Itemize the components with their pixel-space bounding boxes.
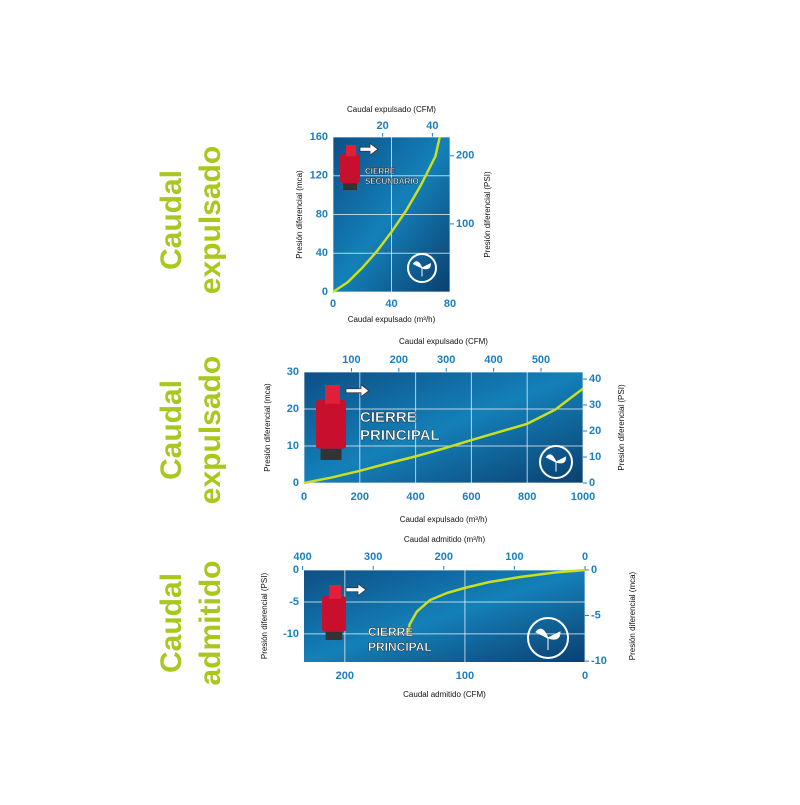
y-axis-title: Presión diferencial (mca) — [295, 170, 304, 259]
y2-tick-label: 100 — [456, 218, 474, 230]
fan-blades — [545, 454, 567, 472]
side-heading: expulsado — [194, 146, 227, 294]
x2-tick-label: 100 — [342, 354, 360, 366]
x2-tick-label: 500 — [532, 354, 550, 366]
x2-tick-label: 300 — [437, 354, 455, 366]
side-heading: Caudal — [155, 573, 188, 673]
arrow — [345, 383, 370, 398]
y-tick-label: 30 — [287, 366, 299, 378]
valve-body — [322, 596, 346, 632]
valve-top — [329, 585, 342, 599]
x-tick-label: 600 — [462, 491, 480, 503]
x-tick-label: 100 — [456, 670, 474, 682]
plot-area — [304, 570, 585, 662]
x-axis-title: Caudal expulsado (m³/h) — [348, 315, 436, 324]
y2-axis-title: Presión diferencial (PSI) — [617, 384, 626, 471]
valve-top — [325, 385, 340, 404]
y-axis-title: Presión diferencial (PSI) — [260, 573, 269, 660]
arrow — [359, 142, 379, 157]
x2-tick-label: 20 — [377, 120, 389, 132]
valve-body — [340, 154, 360, 184]
x-tick-label: 1000 — [571, 491, 595, 503]
x-tick-label: 80 — [444, 298, 456, 310]
y2-tick-label: 0 — [591, 564, 597, 576]
y2-tick-label: 200 — [456, 150, 474, 162]
y2-tick-label: -10 — [591, 655, 607, 667]
fan-icon — [539, 445, 573, 479]
x-tick-label: 200 — [351, 491, 369, 503]
x-tick-label: 800 — [518, 491, 536, 503]
y2-tick-label: 30 — [589, 399, 601, 411]
x2-tick-label: 40 — [426, 120, 438, 132]
y-tick-label: 0 — [293, 564, 299, 576]
x-tick-label: 200 — [336, 670, 354, 682]
y-tick-label: 80 — [316, 208, 328, 220]
y2-tick-label: 40 — [589, 373, 601, 385]
y-tick-label: -10 — [283, 628, 299, 640]
y-tick-label: 120 — [310, 170, 328, 182]
valve-base — [325, 631, 343, 640]
annotation: CIERRE — [368, 625, 413, 639]
annotation: CIERRE — [360, 409, 417, 426]
curve — [406, 568, 586, 636]
side-heading: expulsado — [194, 356, 227, 504]
x-axis-title: Caudal admitido (CFM) — [403, 690, 486, 699]
x2-tick-label: 400 — [293, 551, 311, 563]
side-heading: admitido — [194, 561, 227, 686]
fan-icon — [527, 617, 569, 659]
y-tick-label: 10 — [287, 440, 299, 452]
y2-axis-title: Presión diferencial (PSI) — [483, 171, 492, 258]
x2-tick-label: 200 — [435, 551, 453, 563]
y-tick-label: 0 — [293, 477, 299, 489]
fan-blades — [535, 628, 561, 650]
x2-tick-label: 400 — [484, 354, 502, 366]
valve-body — [316, 400, 346, 449]
y-tick-label: 160 — [310, 131, 328, 143]
x2-axis-title: Caudal expulsado (CFM) — [347, 105, 436, 114]
valve-base — [343, 183, 357, 190]
x2-tick-label: 300 — [364, 551, 382, 563]
x2-tick-label: 0 — [582, 551, 588, 563]
annotation: CIERRE — [365, 167, 396, 176]
y2-tick-label: 0 — [589, 477, 595, 489]
side-heading: Caudal — [155, 380, 188, 480]
x-tick-label: 0 — [330, 298, 336, 310]
x2-axis-title: Caudal expulsado (CFM) — [399, 337, 488, 346]
fan-blades — [412, 261, 431, 277]
y-tick-label: 0 — [322, 286, 328, 298]
x-tick-label: 0 — [301, 491, 307, 503]
y2-tick-label: 20 — [589, 425, 601, 437]
x2-axis-title: Caudal admitido (m³/h) — [404, 535, 486, 544]
y-tick-label: -5 — [289, 596, 299, 608]
valve-base — [320, 448, 342, 460]
annotation: PRINCIPAL — [368, 640, 432, 654]
y2-tick-label: 10 — [589, 451, 601, 463]
x-axis-title: Caudal expulsado (m³/h) — [400, 515, 488, 524]
fan-icon — [407, 253, 437, 283]
y2-axis-title: Presión diferencial (mca) — [628, 571, 637, 660]
annotation: SECUNDARIO — [365, 177, 419, 186]
annotation: PRINCIPAL — [360, 427, 440, 444]
y-tick-label: 20 — [287, 403, 299, 415]
y-axis-title: Presión diferencial (mca) — [263, 383, 272, 472]
curve — [332, 136, 441, 294]
y2-tick-label: -5 — [591, 609, 601, 621]
x2-tick-label: 100 — [505, 551, 523, 563]
y-tick-label: 40 — [316, 247, 328, 259]
x-tick-label: 0 — [582, 670, 588, 682]
x-tick-label: 400 — [406, 491, 424, 503]
arrow — [345, 582, 367, 597]
valve-top — [346, 145, 356, 157]
side-heading: Caudal — [155, 170, 188, 270]
curve — [303, 387, 584, 485]
x-tick-label: 40 — [385, 298, 397, 310]
x2-tick-label: 200 — [390, 354, 408, 366]
